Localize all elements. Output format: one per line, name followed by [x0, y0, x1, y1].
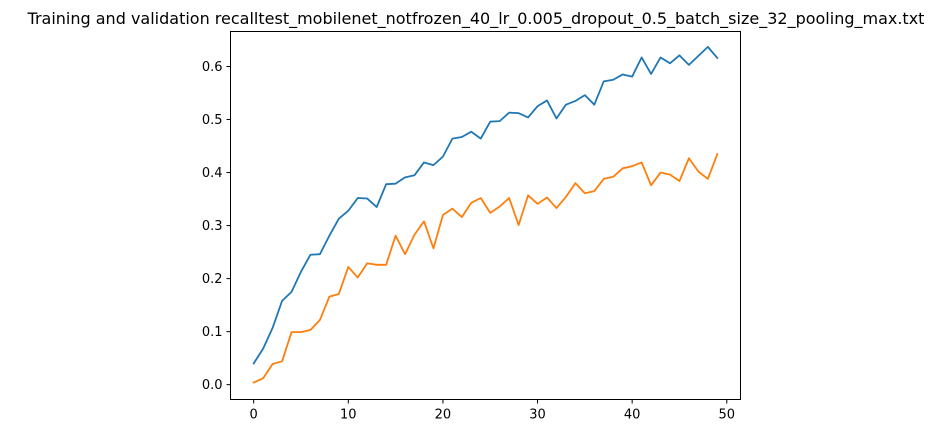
plot-lines	[252, 45, 719, 384]
x-axis: 0 10 20 30 40 50	[250, 399, 736, 423]
y-tick-label: 0.6	[202, 60, 223, 75]
x-tick-label: 10	[340, 408, 357, 423]
y-axis: 0.0 0.1 0.2 0.3 0.4 0.5 0.6	[202, 60, 231, 393]
chart-title: Training and validation recalltest_mobil…	[27, 9, 925, 29]
y-tick-label: 0.0	[202, 378, 223, 393]
series-2-line	[252, 152, 719, 384]
x-tick-label: 20	[435, 408, 452, 423]
x-tick-label: 40	[624, 408, 641, 423]
y-tick-label: 0.5	[202, 113, 223, 128]
y-tick-label: 0.3	[202, 219, 223, 234]
x-tick-label: 30	[529, 408, 546, 423]
y-tick-label: 0.4	[202, 166, 223, 181]
plot-area-frame	[230, 31, 741, 400]
x-tick-label: 50	[719, 408, 736, 423]
y-tick-label: 0.2	[202, 272, 223, 287]
series-1-line	[252, 45, 719, 365]
y-tick-label: 0.1	[202, 325, 223, 340]
x-tick-label: 0	[250, 408, 258, 423]
